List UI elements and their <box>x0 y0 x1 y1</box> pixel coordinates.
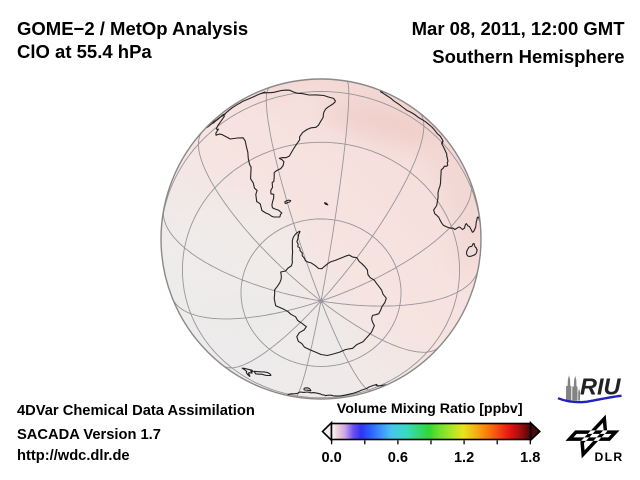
svg-text:RIU: RIU <box>580 374 622 400</box>
svg-text:DLR: DLR <box>595 450 624 464</box>
